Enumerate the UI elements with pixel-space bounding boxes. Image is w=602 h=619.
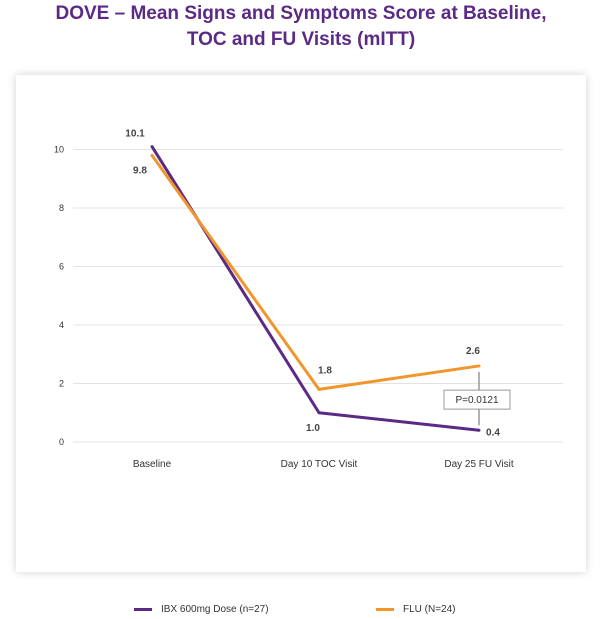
series-line-flu (150, 154, 480, 391)
chart-title: DOVE – Mean Signs and Symptoms Score at … (0, 0, 602, 53)
x-tick-label: Baseline (133, 459, 172, 470)
data-point-ibx (317, 411, 321, 415)
data-point-flu (150, 153, 154, 157)
data-label-flu: 1.8 (318, 365, 332, 376)
legend-swatch-flu (376, 607, 394, 611)
annotation-box (443, 389, 511, 410)
annotation-label: P=0.0121 (455, 395, 499, 406)
data-point-flu (317, 387, 321, 391)
data-label-flu: 9.8 (133, 165, 147, 176)
data-point-ibx (477, 428, 481, 432)
y-tick-label: 4 (59, 320, 64, 330)
data-point-ibx (150, 145, 154, 149)
data-label-ibx: 0.4 (486, 427, 500, 438)
legend-label-flu: FLU (N=24) (403, 603, 456, 615)
y-tick-label: 10 (54, 145, 64, 155)
line-chart: 0 2 4 6 8 10 Baseline Day 10 TOC Visit Day 25 FU… (54, 129, 563, 470)
y-tick-label: 8 (59, 203, 64, 213)
data-label-ibx: 10.1 (125, 129, 145, 140)
legend-item-ibx: IBX 600mg Dose (n=27) (134, 599, 269, 619)
y-tick-label: 0 (59, 437, 64, 447)
x-tick-label: Day 10 TOC Visit (281, 459, 358, 470)
legend-label-ibx: IBX 600mg Dose (n=27) (161, 603, 269, 615)
y-tick-label: 6 (59, 262, 64, 272)
chart-title-line-2: TOC and FU Visits (mITT) (186, 29, 416, 50)
chart-card: 0 2 4 6 8 10 Baseline Day 10 TOC Visit Day 25 FU… (16, 75, 586, 615)
data-point-flu (477, 364, 481, 368)
chart-title-line-1: DOVE – Mean Signs and Symptoms Score at … (55, 3, 547, 24)
data-label-flu: 2.6 (466, 346, 480, 357)
legend-swatch-ibx (134, 607, 152, 611)
x-tick-label: Day 25 FU Visit (444, 459, 514, 470)
legend-item-flu: FLU (N=24) (376, 599, 456, 619)
series-line-ibx (150, 145, 480, 432)
y-tick-label: 2 (59, 379, 64, 389)
data-label-ibx: 1.0 (306, 423, 320, 434)
